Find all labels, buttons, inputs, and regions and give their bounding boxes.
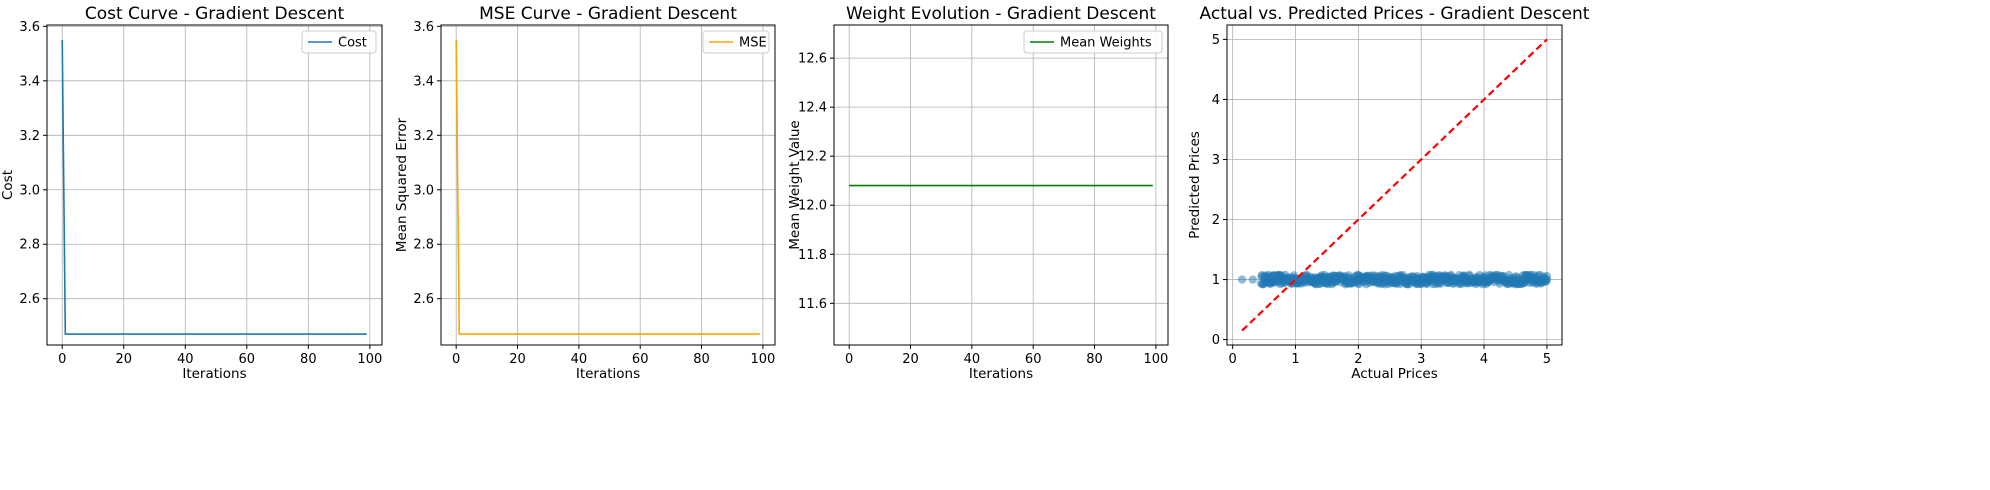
y-tick-label: 2.8 (19, 238, 40, 253)
chart-title: MSE Curve - Gradient Descent (479, 4, 737, 24)
x-tick-label: 0 (452, 352, 460, 367)
y-tick-label: 3.4 (19, 74, 40, 89)
y-tick-label: 3.0 (19, 183, 40, 198)
chart-2: 0 20 40 60 80 100 2.6 2.8 3.0 3.2 3.4 3.6 MSE Curve … (394, 4, 776, 382)
x-tick-label: 20 (509, 352, 526, 367)
y-tick-label: 2.6 (19, 292, 40, 307)
legend: MSE (702, 30, 770, 54)
x-tick-label: 5 (1543, 352, 1551, 367)
plot-area (1237, 38, 1552, 332)
y-tick-label: 5 (1212, 33, 1220, 48)
y-axis-label: Mean Weight Value (787, 120, 803, 249)
y-tick-label: 4 (1212, 93, 1220, 108)
x-tick-label: 100 (1143, 352, 1168, 367)
axes-frame (833, 24, 1169, 346)
x-tick-label: 2 (1354, 352, 1362, 367)
reference-line (1241, 38, 1548, 332)
legend-label: MSE (739, 36, 767, 51)
y-tick-label: 2.6 (413, 292, 434, 307)
y-tick-label: 3.2 (413, 129, 434, 144)
legend-box (1023, 30, 1163, 54)
x-tick-label: 80 (693, 352, 710, 367)
x-tick-label: 0 (845, 352, 853, 367)
y-tick-label: 3.6 (413, 20, 434, 35)
y-tick-label: 12.4 (798, 101, 827, 116)
legend: Cost (301, 30, 377, 54)
legend-label: Mean Weights (1060, 36, 1152, 51)
x-tick-label: 60 (239, 352, 256, 367)
x-axis-label: Actual Prices (1351, 366, 1438, 382)
x-tick-label: 60 (632, 352, 649, 367)
x-axis-label: Iterations (969, 366, 1033, 382)
series-line-mse (455, 39, 760, 335)
chart-title: Cost Curve - Gradient Descent (85, 4, 345, 24)
x-tick-label: 100 (357, 352, 382, 367)
y-axis-label: Cost (0, 170, 16, 200)
y-tick-label: 11.8 (798, 248, 827, 263)
x-tick-label: 20 (115, 352, 132, 367)
x-tick-label: 3 (1417, 352, 1425, 367)
scatter-point (1542, 275, 1552, 284)
x-tick-label: 0 (1229, 352, 1237, 367)
y-tick-label: 12.0 (798, 199, 827, 214)
x-tick-label: 4 (1480, 352, 1488, 367)
y-tick-label: 11.6 (798, 297, 827, 312)
x-tick-label: 40 (177, 352, 194, 367)
legend-box (702, 30, 770, 54)
y-tick-label: 2.8 (413, 238, 434, 253)
y-tick-label: 1 (1212, 273, 1220, 288)
plot-area (61, 39, 367, 335)
chart-title: Actual vs. Predicted Prices - Gradient D… (1200, 4, 1590, 24)
x-tick-label: 40 (571, 352, 588, 367)
y-axis-label: Predicted Prices (1187, 131, 1203, 239)
y-tick-label: 3 (1212, 153, 1220, 168)
y-tick-label: 3.2 (19, 129, 40, 144)
x-tick-label: 100 (750, 352, 775, 367)
x-tick-label: 60 (1025, 352, 1042, 367)
chart-1: 0 20 40 60 80 100 2.6 2.8 3.0 3.2 3.4 3.6 Cost Curve… (0, 4, 383, 382)
x-tick-label: 80 (300, 352, 317, 367)
scatter-point (1237, 275, 1247, 284)
x-tick-label: 40 (964, 352, 981, 367)
x-tick-label: 0 (58, 352, 66, 367)
x-axis-label: Iterations (182, 366, 246, 382)
legend-label: Cost (338, 36, 367, 51)
x-axis-label: Iterations (576, 366, 640, 382)
y-axis-label: Mean Squared Error (394, 117, 410, 252)
y-tick-label: 3.6 (19, 20, 40, 35)
scatter-point (1248, 275, 1257, 284)
x-tick-label: 1 (1291, 352, 1299, 367)
axes-frame (440, 24, 776, 346)
y-tick-label: 3.4 (413, 74, 434, 89)
x-tick-label: 20 (902, 352, 919, 367)
y-tick-label: 12.6 (798, 52, 827, 67)
y-tick-label: 3.0 (413, 183, 434, 198)
legend-box (301, 30, 377, 54)
axes-frame (1226, 24, 1563, 346)
axes-frame (46, 24, 383, 346)
y-tick-label: 0 (1212, 333, 1220, 348)
chart-title: Weight Evolution - Gradient Descent (846, 4, 1156, 24)
chart-4: 0 1 2 3 4 5 0 1 2 3 4 5 Actual vs. Predicted Prices … (1187, 4, 1590, 382)
legend: Mean Weights (1023, 30, 1163, 54)
x-tick-label: 80 (1086, 352, 1103, 367)
y-tick-label: 12.2 (798, 150, 827, 165)
chart-3: 0 20 40 60 80 100 11.6 11.8 12.0 12.2 12.4 12.6 Weig… (787, 4, 1169, 382)
series-line-cost (61, 39, 367, 335)
scatter-points (1237, 270, 1552, 289)
y-tick-label: 2 (1212, 213, 1220, 228)
plot-area (455, 39, 760, 335)
